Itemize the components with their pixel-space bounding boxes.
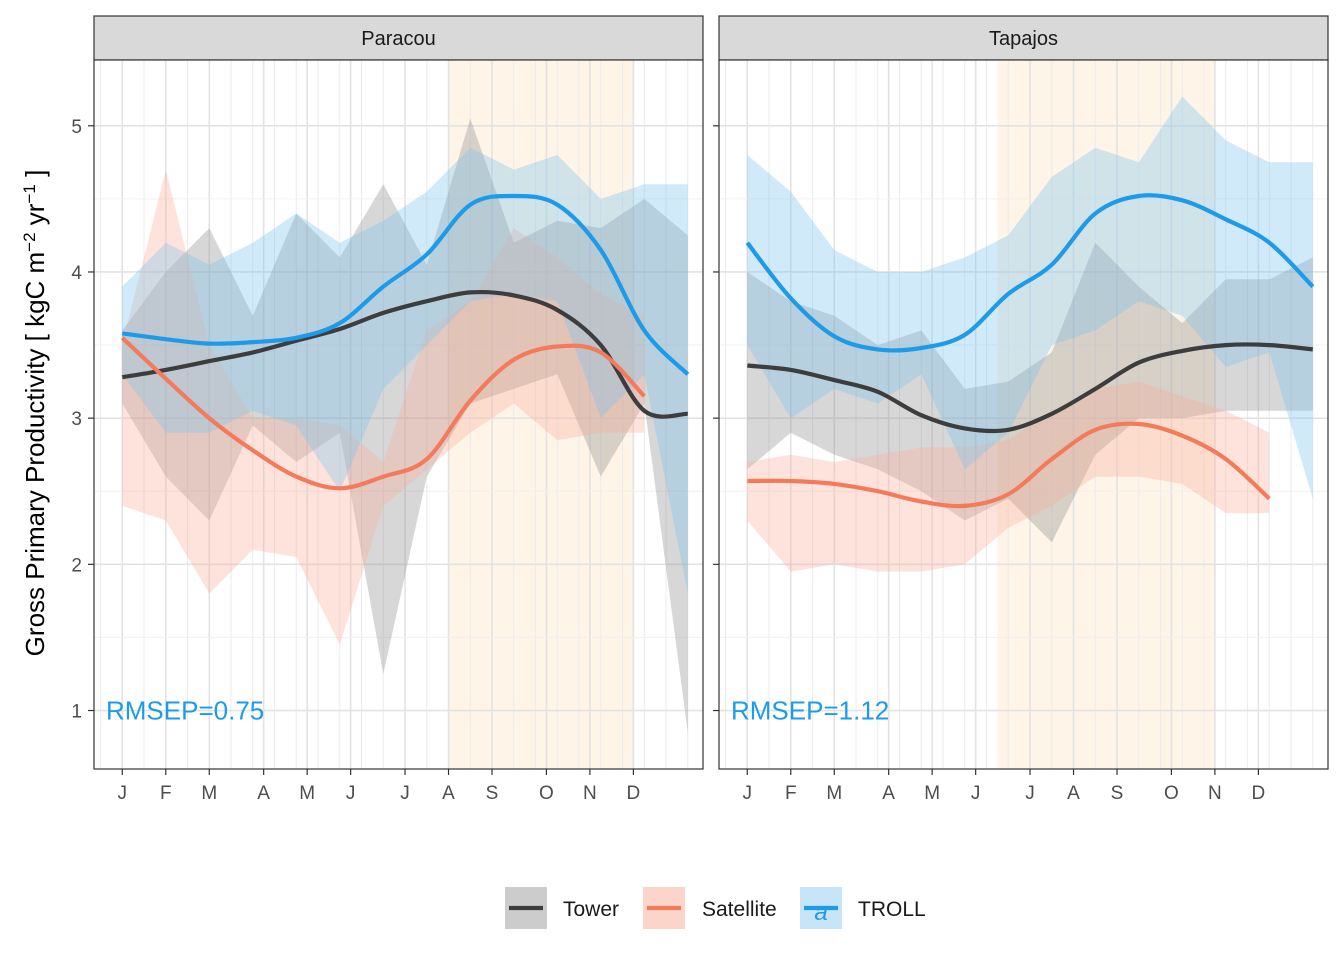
dry-season-band (997, 60, 1215, 769)
x-tick-label: O (539, 783, 554, 804)
panel-border (718, 59, 1329, 770)
x-tick-label: D (627, 783, 641, 804)
x-tick-label: N (583, 783, 597, 804)
x-tick-label: A (1067, 783, 1080, 804)
x-tick-label: J (346, 783, 356, 804)
satellite-ribbon (122, 169, 645, 645)
x-tick-label: J (743, 783, 753, 804)
strip-title: Paracou (361, 28, 436, 50)
x-tick-label: A (257, 783, 270, 804)
strip-paracou (93, 15, 704, 61)
rmsep-label: RMSEP=0.75 (106, 696, 264, 726)
troll-line (745, 193, 1315, 353)
legend-label: Satellite (702, 898, 777, 921)
facet-panels: Paracou RMSEP=0.75 J F M A M J J A S O N D 1 2 3 4 5 Tapajo… (71, 15, 1329, 804)
x-tick-label: M (299, 783, 315, 804)
x-tick-label: N (1208, 783, 1222, 804)
x-tick-label: A (882, 783, 895, 804)
x-tick-label: A (442, 783, 455, 804)
x-tick-label: J (1025, 783, 1035, 804)
x-tick-label: M (201, 783, 217, 804)
y-tick-label: 2 (71, 555, 82, 576)
legend-label: Tower (563, 898, 619, 921)
legend-item-troll: a TROLL (800, 887, 926, 929)
svg-text:Gross Primary Productivity [ k: Gross Primary Productivity [ kgC m−2 yr−… (20, 170, 51, 657)
x-tick-label: D (1252, 783, 1266, 804)
x-tick-label: O (1164, 783, 1179, 804)
legend-item-satellite: Satellite (643, 887, 777, 929)
x-tick-label: S (486, 783, 499, 804)
legend-label: TROLL (858, 898, 926, 921)
y-tick-label: 4 (71, 263, 82, 284)
strip-title: Tapajos (989, 28, 1058, 50)
rmsep-label: RMSEP=1.12 (731, 696, 889, 726)
x-tick-label: J (971, 783, 981, 804)
y-tick-label: 5 (71, 117, 82, 138)
tower-line (747, 342, 1314, 434)
dry-season-band (448, 60, 634, 769)
panel-paracou: Paracou RMSEP=0.75 J F M A M J J A S O N D 1 2 3 4 5 (71, 15, 704, 804)
x-tick-label: J (118, 783, 128, 804)
satellite-line (747, 421, 1271, 509)
legend-item-tower: Tower (505, 887, 619, 929)
tower-ribbon (747, 242, 1313, 543)
x-tick-label: J (400, 783, 410, 804)
panel-tapajos: Tapajos RMSEP=1.12 J F M A M J J A S O N D (713, 15, 1329, 804)
satellite-ribbon (747, 381, 1270, 572)
x-tick-label: F (785, 783, 797, 804)
troll-ribbon (122, 147, 688, 594)
panel-border (93, 59, 704, 770)
x-tick-label: F (160, 783, 172, 804)
satellite-line (120, 336, 646, 491)
strip-tapajos (718, 15, 1329, 61)
troll-line (122, 193, 690, 376)
tower-ribbon (122, 118, 688, 733)
x-tick-label: M (826, 783, 842, 804)
legend-glyph: a (814, 899, 827, 926)
y-tick-label: 3 (71, 409, 82, 430)
x-tick-label: S (1111, 783, 1124, 804)
y-tick-label: 1 (71, 702, 82, 723)
x-tick-label: M (924, 783, 940, 804)
legend: Tower Satellite a TROLL (505, 887, 926, 929)
y-axis-title: Gross Primary Productivity [ kgC m−2 yr−… (20, 170, 51, 657)
tower-line (121, 289, 688, 419)
